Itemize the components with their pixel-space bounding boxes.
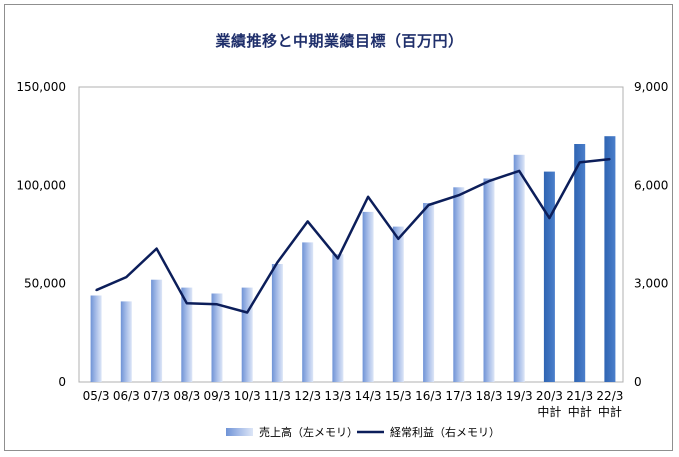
bar-4 bbox=[211, 293, 223, 382]
legend-label-profit: 経常利益（右メモリ） bbox=[390, 425, 500, 439]
bar-16 bbox=[574, 144, 586, 382]
profit-point-14 bbox=[518, 170, 520, 172]
profit-point-5 bbox=[246, 311, 248, 314]
x-tick-label: 16/3 bbox=[415, 389, 442, 403]
profit-point-13 bbox=[488, 180, 490, 182]
left-tick-label: 0 bbox=[58, 375, 66, 389]
right-tick-label: 3,000 bbox=[634, 277, 668, 291]
bar-11 bbox=[423, 203, 435, 382]
right-tick-label: 0 bbox=[634, 375, 642, 389]
x-tick-label: 15/3 bbox=[385, 389, 412, 403]
bar-12 bbox=[453, 187, 465, 382]
profit-point-0 bbox=[95, 289, 97, 292]
legend-swatch-sales bbox=[226, 428, 253, 436]
x-tick-label: 10/3 bbox=[234, 389, 261, 403]
x-tick-label: 13/3 bbox=[324, 389, 351, 403]
chart-title: 業績推移と中期業績目標（百万円） bbox=[215, 32, 464, 50]
profit-point-2 bbox=[155, 247, 158, 250]
left-tick-label: 150,000 bbox=[16, 80, 66, 94]
legend: 売上高（左メモリ） 経常利益（右メモリ） bbox=[226, 425, 500, 439]
bar-14 bbox=[513, 154, 525, 382]
x-tick-label: 18/3 bbox=[476, 389, 503, 403]
bar-13 bbox=[483, 178, 495, 382]
bar-0 bbox=[90, 295, 102, 382]
x-tick-label: 11/3 bbox=[264, 389, 291, 403]
bar-17 bbox=[604, 136, 616, 382]
x-tick-label: 06/3 bbox=[113, 389, 140, 403]
x-tick-label: 21/3 bbox=[566, 389, 593, 403]
x-tick-label: 17/3 bbox=[445, 389, 472, 403]
bar-9 bbox=[362, 211, 374, 382]
profit-point-15 bbox=[548, 217, 551, 219]
profit-point-9 bbox=[367, 196, 369, 198]
x-tick-label: 09/3 bbox=[204, 389, 231, 403]
profit-point-12 bbox=[458, 194, 460, 196]
x-tick-label: 19/3 bbox=[506, 389, 533, 403]
bar-7 bbox=[302, 242, 314, 382]
profit-point-4 bbox=[216, 303, 218, 306]
left-tick-label: 100,000 bbox=[16, 178, 66, 192]
profit-line bbox=[95, 157, 611, 314]
bar-3 bbox=[181, 287, 193, 382]
profit-point-7 bbox=[306, 220, 309, 223]
x-tick-label: 07/3 bbox=[143, 389, 170, 403]
x-tick-label: 20/3 bbox=[536, 389, 563, 403]
bar-2 bbox=[151, 279, 163, 382]
profit-point-6 bbox=[276, 261, 279, 264]
profit-point-1 bbox=[125, 276, 128, 278]
profit-point-8 bbox=[337, 257, 339, 260]
x-tick-label: 08/3 bbox=[173, 389, 200, 403]
right-tick-label: 9,000 bbox=[634, 80, 668, 94]
left-tick-label: 50,000 bbox=[24, 277, 66, 291]
bar-8 bbox=[332, 254, 344, 382]
x-tick-label: 22/3 bbox=[596, 389, 623, 403]
x-tick-label: 中計 bbox=[568, 404, 592, 419]
bar-10 bbox=[392, 226, 404, 382]
x-tick-label: 中計 bbox=[537, 404, 561, 419]
bar-15 bbox=[543, 171, 555, 382]
bar-1 bbox=[120, 301, 132, 382]
bar-6 bbox=[271, 264, 283, 382]
right-tick-label: 6,000 bbox=[634, 178, 668, 192]
x-tick-label: 14/3 bbox=[355, 389, 382, 403]
x-tick-label: 05/3 bbox=[83, 389, 110, 403]
legend-label-sales: 売上高（左メモリ） bbox=[259, 425, 358, 439]
bar-5 bbox=[241, 287, 253, 382]
profit-point-16 bbox=[578, 161, 581, 164]
x-tick-label: 中計 bbox=[598, 404, 622, 419]
profit-point-10 bbox=[397, 238, 400, 240]
profit-point-17 bbox=[609, 158, 611, 160]
profit-point-11 bbox=[427, 204, 430, 206]
profit-point-3 bbox=[186, 302, 188, 305]
x-tick-label: 12/3 bbox=[294, 389, 321, 403]
